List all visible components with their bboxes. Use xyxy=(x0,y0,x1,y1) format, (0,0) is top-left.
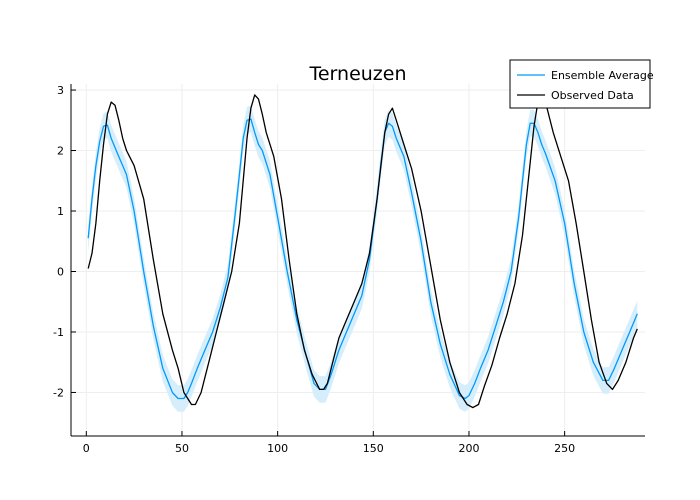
y-tick-label: 1 xyxy=(57,205,64,218)
grid xyxy=(71,84,645,436)
y-tick-label: 3 xyxy=(57,84,64,97)
legend: Ensemble Average Observed Data xyxy=(509,59,654,109)
series-line-observed-data xyxy=(87,94,638,409)
x-tick-label: 0 xyxy=(83,442,90,455)
ensemble-uncertainty-band xyxy=(88,105,638,412)
y-tick-label: 2 xyxy=(57,145,64,158)
tick-labels: 0 50 100 150 200 250 -2 -1 0 1 2 3 xyxy=(53,84,575,455)
ensemble-band-layer xyxy=(88,105,638,412)
chart-title: Terneuzen xyxy=(308,63,406,85)
y-tick-label: 0 xyxy=(57,265,64,278)
x-tick-label: 250 xyxy=(554,442,575,455)
x-tick-label: 50 xyxy=(175,442,189,455)
x-tick-label: 100 xyxy=(267,442,288,455)
series-layer xyxy=(87,94,638,409)
legend-label-ensemble-average: Ensemble Average xyxy=(551,69,654,82)
legend-label-observed-data: Observed Data xyxy=(551,89,634,102)
x-tick-label: 150 xyxy=(363,442,384,455)
legend-box xyxy=(509,59,651,109)
y-tick-label: -1 xyxy=(53,326,64,339)
y-tick-label: -2 xyxy=(53,386,64,399)
series-line-ensemble-average xyxy=(87,118,638,400)
x-tick-label: 200 xyxy=(458,442,479,455)
axes xyxy=(70,84,645,437)
